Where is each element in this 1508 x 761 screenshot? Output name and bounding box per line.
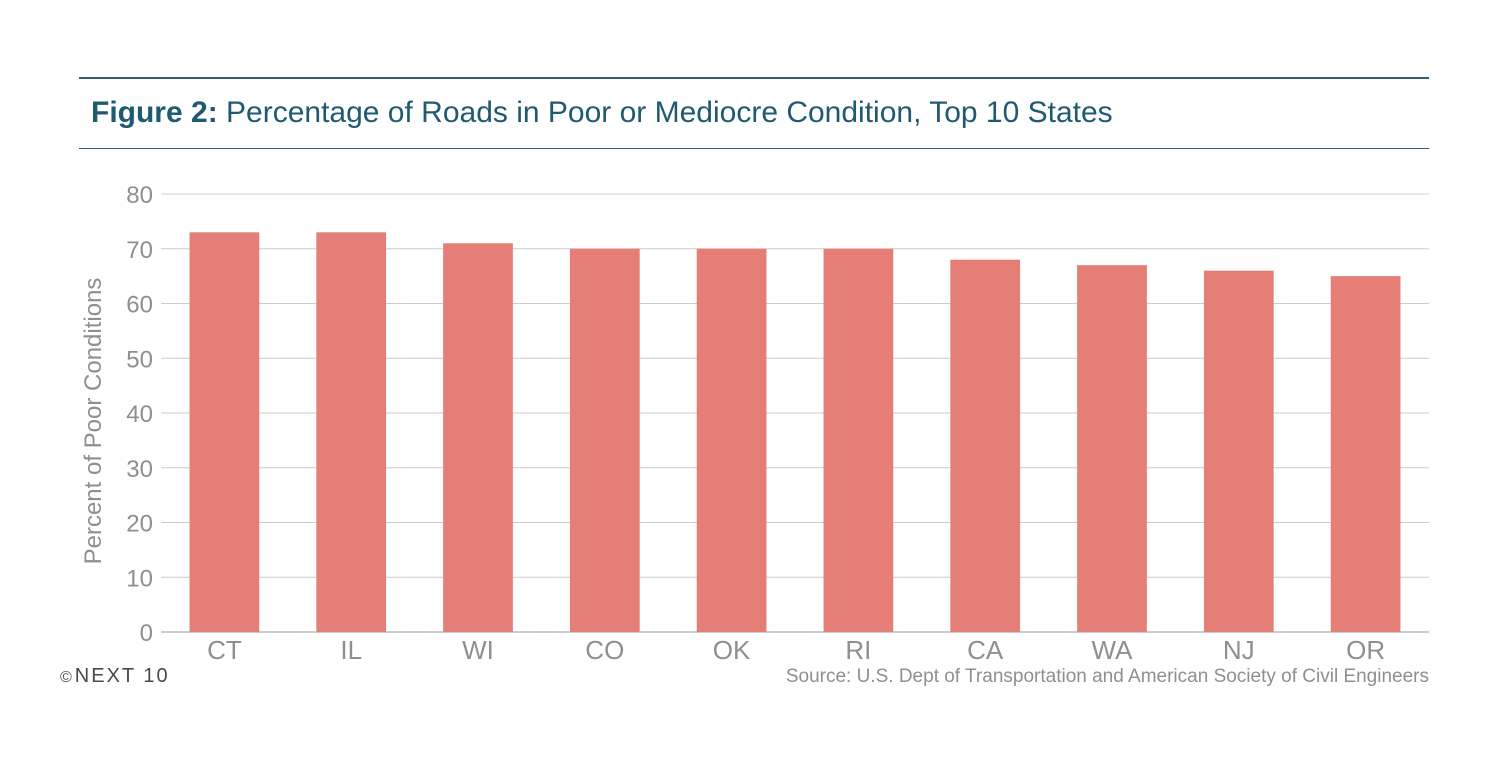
source-note: Source: U.S. Dept of Transportation and … <box>785 666 1429 687</box>
title-rule <box>79 148 1429 149</box>
bar-nj <box>1203 270 1274 632</box>
bar-il <box>316 232 387 632</box>
y-tick-label: 60 <box>126 292 153 319</box>
brand-credit: © NEXT 10 <box>60 665 170 688</box>
x-tick-label: WI <box>462 635 494 665</box>
bar-ok <box>696 248 767 632</box>
figure-label: Figure 2: <box>91 96 218 129</box>
x-tick-label: OK <box>713 635 751 665</box>
x-tick-label: CA <box>967 635 1004 665</box>
y-axis-ticks: 0 10 20 30 40 50 60 70 80 <box>126 182 153 647</box>
y-axis-label: Percent of Poor Conditions <box>80 278 107 565</box>
bar-wi <box>443 243 513 632</box>
x-tick-label: CO <box>585 635 624 665</box>
x-axis-ticks: CT IL WI CO OK RI CA WA NJ OR <box>207 635 1385 665</box>
chart-title: Figure 2: Percentage of Roads in Poor or… <box>91 96 1113 130</box>
y-tick-label: 70 <box>126 237 153 264</box>
bar-co <box>569 248 640 632</box>
y-tick-label: 20 <box>126 511 153 538</box>
bar-ct <box>189 232 260 632</box>
x-tick-label: CT <box>207 635 242 665</box>
bar-ca <box>950 259 1021 632</box>
y-tick-label: 80 <box>126 182 153 209</box>
x-tick-label: RI <box>845 635 871 665</box>
chart-title-text: Percentage of Roads in Poor or Mediocre … <box>226 96 1113 129</box>
x-tick-label: IL <box>340 635 362 665</box>
y-tick-label: 40 <box>126 401 153 428</box>
bar-wa <box>1077 265 1147 632</box>
y-tick-label: 0 <box>140 620 153 647</box>
y-tick-label: 10 <box>126 565 153 592</box>
x-tick-label: OR <box>1346 635 1385 665</box>
x-tick-label: WA <box>1092 635 1134 665</box>
copyright-symbol: © <box>60 669 72 686</box>
y-tick-label: 50 <box>126 346 153 373</box>
bars <box>189 232 1401 632</box>
top-rule <box>79 77 1429 79</box>
bar-or <box>1330 276 1401 632</box>
y-tick-label: 30 <box>126 456 153 483</box>
x-tick-label: NJ <box>1223 635 1255 665</box>
brand-name: NEXT 10 <box>74 665 170 687</box>
bar-ri <box>823 248 894 632</box>
